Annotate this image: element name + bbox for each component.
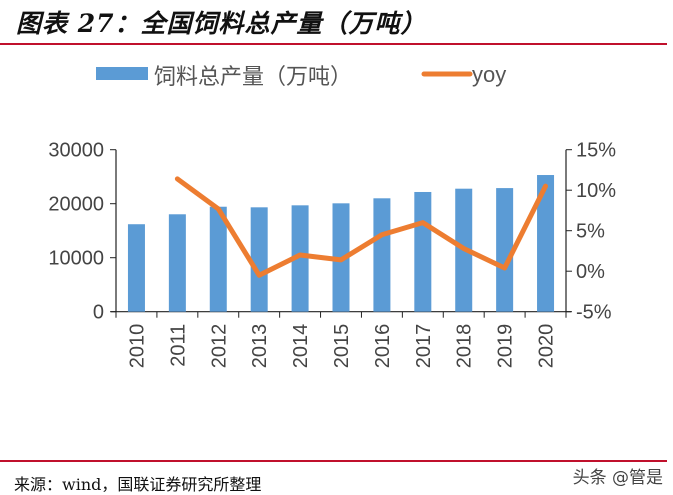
right-tick-label: -5%	[576, 302, 612, 324]
bar	[291, 205, 309, 312]
bar	[209, 206, 227, 312]
right-tick-label: 5%	[576, 221, 605, 243]
bar	[168, 214, 186, 312]
x-tick-label: 2014	[290, 324, 312, 369]
right-tick-label: 10%	[576, 180, 616, 202]
title-divider	[0, 43, 667, 45]
x-tick-label: 2015	[331, 324, 353, 369]
yoy-line	[174, 176, 549, 278]
left-tick-label: 20000	[48, 194, 104, 216]
x-tick-label: 2020	[536, 324, 558, 369]
bar	[414, 191, 432, 312]
x-tick-label: 2019	[495, 324, 517, 369]
legend: 饲料总产量（万吨） yoy	[96, 62, 506, 89]
x-tick-label: 2010	[126, 324, 148, 369]
legend-label-line: yoy	[472, 62, 506, 87]
right-tick-label: 0%	[576, 261, 605, 283]
bar	[496, 188, 514, 312]
bar	[250, 207, 268, 312]
x-tick-label: 2013	[249, 324, 271, 369]
x-tick-label: 2016	[372, 324, 394, 369]
footer-divider	[0, 460, 667, 462]
source-note: 来源：wind，国联证券研究所整理	[14, 475, 262, 494]
right-tick-label: 15%	[576, 140, 616, 162]
x-tick-label: 2011	[167, 324, 189, 367]
x-tick-label: 2018	[454, 324, 476, 369]
bar	[537, 175, 555, 312]
bar	[373, 198, 391, 312]
x-tick-label: 2012	[208, 324, 230, 369]
chart-title: 图表 27：全国饲料总产量（万吨）	[16, 9, 427, 38]
legend-swatch-bar	[96, 67, 148, 80]
left-tick-label: 30000	[48, 140, 104, 162]
left-tick-label: 10000	[48, 248, 104, 270]
left-tick-label: 0	[93, 302, 104, 324]
bar	[127, 224, 145, 312]
x-tick-label: 2017	[413, 324, 435, 369]
legend-label-bar: 饲料总产量（万吨）	[154, 64, 352, 89]
watermark: 头条 @管是	[572, 468, 663, 488]
